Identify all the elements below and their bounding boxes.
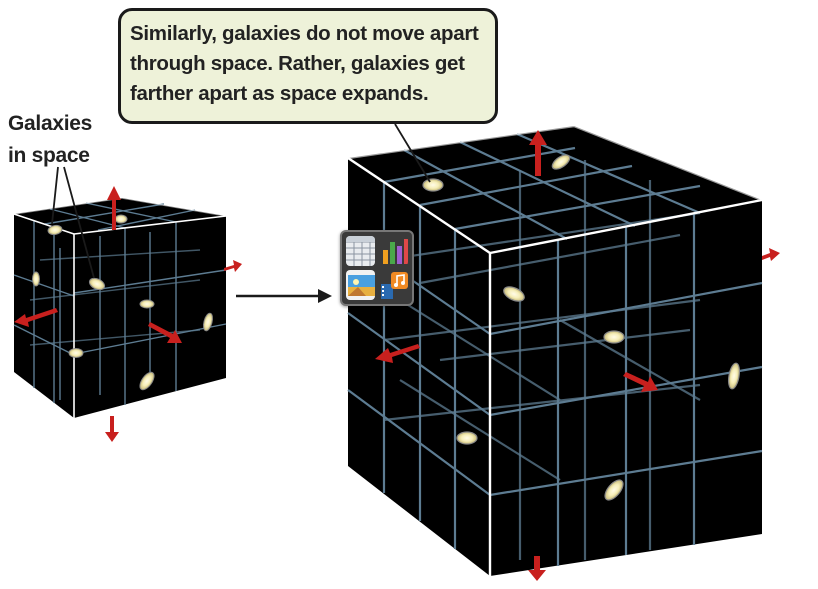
app-icon-grid[interactable] <box>340 230 414 306</box>
transition-arrow <box>236 289 332 303</box>
down-arrow <box>528 556 546 581</box>
galaxy <box>139 299 155 309</box>
galaxies-label: Galaxies in space <box>8 112 92 167</box>
small-cube <box>13 166 242 442</box>
galaxy <box>202 312 214 332</box>
large-cube-galaxies <box>422 154 741 501</box>
galaxy <box>114 214 128 224</box>
left-arrow <box>375 344 420 363</box>
small-cube-galaxies <box>32 214 214 391</box>
galaxy <box>727 362 741 390</box>
galaxy <box>456 431 478 445</box>
large-cube-expansion-arrows <box>375 130 780 581</box>
galaxy <box>503 286 525 302</box>
down-arrow <box>105 416 119 442</box>
large-cube-top-face <box>348 126 762 253</box>
label-pointers <box>51 166 95 279</box>
music-video-icon[interactable] <box>379 270 408 300</box>
large-cube-edges <box>347 124 763 576</box>
small-cube-edges <box>13 197 227 418</box>
galaxy <box>551 154 571 170</box>
large-cube <box>347 123 780 581</box>
galaxy <box>603 330 625 344</box>
right-down-arrow <box>148 322 182 343</box>
table-icon[interactable] <box>346 236 375 266</box>
galaxy <box>68 348 84 358</box>
small-cube-grid <box>13 202 227 405</box>
galaxy <box>604 479 624 501</box>
photo-icon[interactable] <box>346 270 375 300</box>
galaxy <box>32 271 40 287</box>
galaxy <box>422 178 444 192</box>
small-cube-expansion-arrows <box>14 186 242 442</box>
right-arrow <box>224 260 242 272</box>
left-arrow <box>14 308 58 327</box>
galaxy <box>47 224 63 236</box>
chart-icon[interactable] <box>379 236 408 266</box>
galaxy <box>139 371 155 391</box>
callout-pointer <box>394 123 431 183</box>
up-arrow <box>529 130 547 176</box>
large-cube-grid <box>347 132 763 566</box>
up-arrow <box>107 186 121 230</box>
explanation-callout: Similarly, galaxies do not move apart th… <box>118 8 498 124</box>
right-down-arrow <box>623 372 658 392</box>
right-arrow <box>762 248 780 261</box>
galaxy <box>88 277 106 291</box>
